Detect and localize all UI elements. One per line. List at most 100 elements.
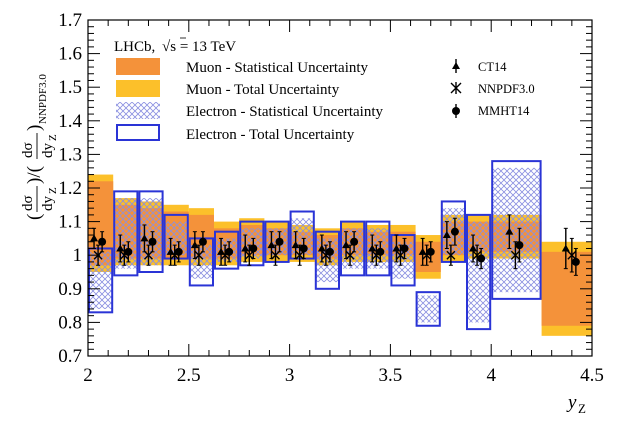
svg-text:dy: dy (40, 196, 56, 212)
x-tick-label: 3.5 (379, 365, 403, 386)
mmht-point (350, 237, 359, 246)
ct14-point (469, 244, 478, 252)
legend-swatch-electron-stat (116, 102, 160, 119)
electron-total-box (365, 220, 391, 277)
electron-stat-band (114, 198, 138, 269)
ct14-point (190, 241, 199, 249)
ct14-point (116, 244, 125, 252)
y-tick-label: 1.3 (58, 144, 82, 165)
mmht-point (376, 247, 385, 256)
electron-total-box (340, 220, 366, 277)
electron-total-box (88, 247, 114, 314)
legend-marker-mmht (452, 104, 460, 118)
ct14-point (241, 244, 250, 252)
y-tick-label: 0.7 (58, 346, 82, 367)
svg-text:(: ( (24, 214, 45, 220)
y-tick-label: 1.4 (58, 111, 82, 132)
nnpdf-point (194, 250, 204, 260)
electron-total-box (239, 220, 265, 267)
electron-stat-band (89, 251, 113, 309)
theory-points (90, 214, 580, 276)
mmht-point (299, 244, 308, 253)
electron-stat-band (366, 228, 390, 269)
electron-stat-band (341, 228, 365, 269)
muon-stat-band (88, 181, 114, 266)
electron-total-box (214, 230, 240, 270)
y-tick-label: 1.6 (58, 44, 82, 65)
y-tick-label: 0.8 (58, 312, 82, 333)
electron-total-box (466, 213, 492, 331)
nnpdf-point (244, 250, 254, 260)
legend-swatch-muon-stat (116, 58, 160, 75)
mmht-point (515, 241, 524, 250)
svg-text:dσ: dσ (20, 142, 36, 158)
x-axis-label-subscript: Z (578, 401, 586, 416)
mmht-point (477, 254, 486, 263)
electron-total-box (415, 291, 441, 327)
x-tick-labels: 2 2.5 3 3.5 4 4.5 (83, 365, 604, 386)
mmht-point (98, 237, 107, 246)
x-axis-label: y (566, 392, 577, 413)
ct14-point (291, 241, 300, 249)
electron-total-box (113, 190, 139, 277)
svg-text:): ) (24, 125, 45, 131)
legend-marker-ct14 (452, 59, 460, 73)
nnpdf-point (143, 250, 153, 260)
x-tick-label: 2.5 (177, 365, 201, 386)
x-tick-label: 3 (285, 365, 295, 386)
y-tick-label: 0.9 (58, 279, 82, 300)
svg-text:dy: dy (40, 143, 56, 159)
ct14-point (561, 244, 570, 252)
mmht-point (198, 237, 207, 246)
electron-total-box (138, 190, 164, 273)
axis-ticks (87, 19, 593, 357)
x-tick-label: 4.5 (580, 365, 604, 386)
legend-label-nnpdf: NNPDF3.0 (478, 82, 535, 96)
legend-label-electron-total: Electron - Total Uncertainty (186, 127, 355, 143)
nnpdf-point (270, 250, 280, 260)
nnpdf-point (446, 250, 456, 260)
ct14-point (442, 231, 451, 239)
y-tick-label: 1.2 (58, 178, 82, 199)
svg-text:Z: Z (47, 187, 59, 194)
mmht-point (450, 227, 459, 236)
electron-stat-band (189, 245, 213, 279)
y-axis-label: ( dσ dy Z )/( dσ dy Z ) NNPDF3.0 (20, 74, 59, 220)
nnpdf-point (567, 250, 577, 260)
legend-swatch-electron-total (116, 124, 160, 141)
mmht-point (249, 244, 258, 253)
electron-total-box (390, 234, 416, 287)
legend-label-ct14: CT14 (478, 60, 507, 74)
legend-label-muon-stat: Muon - Statistical Uncertainty (186, 60, 369, 76)
ct14-point (505, 227, 514, 235)
x-tick-label: 2 (83, 365, 93, 386)
mmht-point (571, 257, 580, 266)
nnpdf-point (395, 250, 405, 260)
svg-text:)/(: )/( (24, 166, 45, 184)
y-tick-label: 1.1 (58, 212, 82, 233)
y-tick-label: 1 (73, 245, 83, 266)
legend-label-muon-total: Muon - Total Uncertainty (186, 82, 340, 98)
legend-label-mmht: MMHT14 (478, 104, 530, 118)
x-tick-label: 4 (486, 365, 496, 386)
y-tick-label: 1.5 (58, 77, 82, 98)
y-tick-labels: 0.7 0.8 0.9 1 1.1 1.2 1.3 1.4 1.5 1.6 1.7 (58, 10, 82, 367)
legend: LHCb, √s = 13 TeV Muon - Statistical Unc… (114, 37, 535, 143)
nnpdf-point (510, 250, 520, 260)
chart-title: LHCb, √s = 13 TeV (114, 39, 236, 55)
mmht-point (124, 247, 133, 256)
legend-label-electron-stat: Electron - Statistical Uncertainty (186, 104, 384, 120)
electron-stat-band (240, 228, 264, 259)
legend-marker-nnpdf (450, 82, 462, 94)
nnpdf-point (295, 250, 305, 260)
nnpdf-point (345, 250, 355, 260)
ct14-point (392, 244, 401, 252)
ct14-point (90, 234, 99, 242)
mmht-point (174, 247, 183, 256)
ct14-point (140, 234, 149, 242)
ct14-point (267, 241, 276, 249)
electron-stat-band (467, 221, 491, 323)
electron-total-box (440, 200, 466, 263)
y-tick-label: 1.7 (58, 10, 82, 31)
